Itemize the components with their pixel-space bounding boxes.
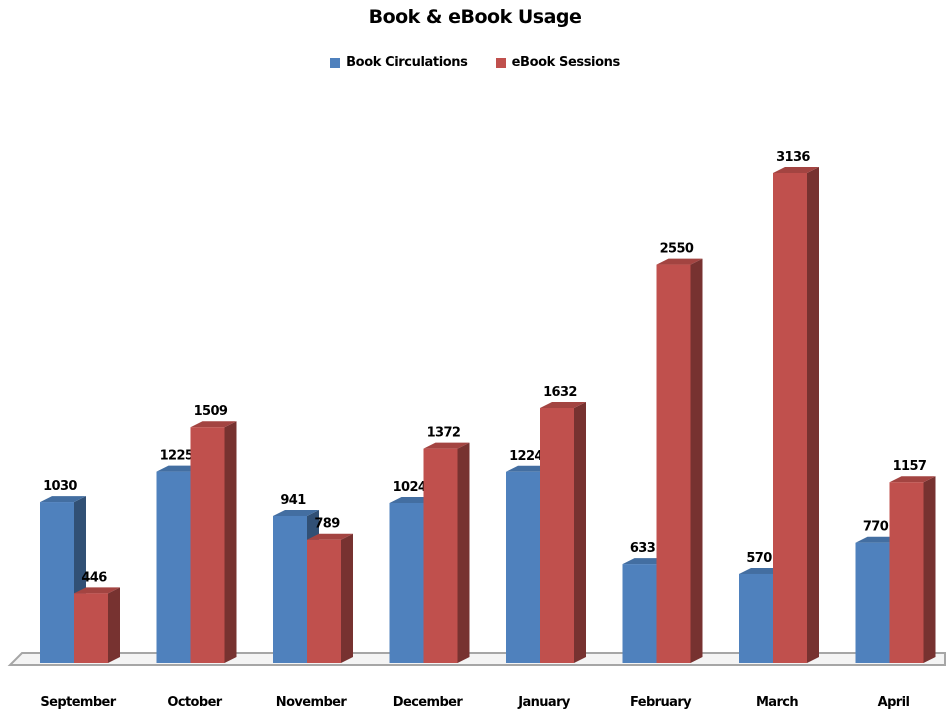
bar-top-september-ebook [74,587,120,594]
bar-december-book [389,503,424,663]
bar-january-book [506,471,540,663]
bar-december-ebook [423,448,458,663]
bar-top-february-ebook [656,258,703,265]
bar-march-book [739,573,773,663]
data-label-october-book: 1225 [160,449,194,464]
bar-side-november-ebook [341,533,353,663]
data-label-december-book: 1024 [393,480,427,495]
bar-september-ebook [74,593,108,663]
x-tick-label-november: November [276,695,348,710]
bar-top-october-ebook [190,421,237,428]
bar-side-december-ebook [457,442,470,663]
data-label-january-book: 1224 [509,449,543,464]
bar-april-book [855,542,890,663]
legend-label-book-circulations: Book Circulations [346,55,468,70]
bar-april-ebook [889,482,924,663]
chart-title: Book & eBook Usage [368,6,582,28]
bar-top-march-ebook [773,167,819,173]
data-label-march-ebook: 3136 [776,150,810,165]
bar-september-book [40,502,74,663]
bar-november-book [273,515,307,663]
bar-february-ebook [656,264,691,663]
legend: Book Circulations eBook Sessions [0,55,950,72]
bar-top-january-ebook [540,402,586,408]
x-tick-label-april: April [878,695,910,710]
bar-march-ebook [773,173,807,663]
x-tick-label-february: February [630,695,692,710]
legend-label-ebook-sessions: eBook Sessions [511,55,621,70]
legend-item-book-circulations: Book Circulations [330,55,468,70]
x-tick-label-january: January [517,695,571,710]
data-label-february-book: 633 [630,541,656,556]
legend-swatch-ebook-sessions [495,57,506,68]
bar-october-book [156,471,191,663]
data-label-october-ebook: 1509 [194,404,228,419]
data-label-april-book: 770 [863,520,889,535]
data-label-november-book: 941 [280,493,306,508]
data-label-december-ebook: 1372 [427,426,461,441]
data-label-september-book: 1030 [43,479,77,494]
bar-side-april-ebook [923,476,936,663]
data-label-january-ebook: 1632 [543,385,577,400]
bar-top-september-book [40,496,86,503]
x-tick-label-october: October [167,695,222,710]
x-tick-label-september: September [40,695,116,710]
bar-november-ebook [307,539,341,663]
bar-side-october-ebook [224,421,237,663]
data-label-february-ebook: 2550 [660,242,694,257]
chart-floor [7,652,946,666]
legend-swatch-book-circulations [330,57,341,68]
bar-side-january-ebook [574,402,586,663]
bar-october-ebook [190,427,225,663]
data-label-march-book: 570 [746,551,772,566]
x-tick-label-december: December [393,695,464,710]
x-tick-label-march: March [756,695,798,710]
bar-top-november-book [273,509,319,516]
data-label-november-ebook: 789 [314,517,340,532]
legend-item-ebook-sessions: eBook Sessions [495,55,621,70]
bar-top-april-ebook [889,476,936,483]
bar-side-march-ebook [807,167,819,663]
data-label-april-ebook: 1157 [893,459,927,474]
bar-january-ebook [540,408,574,663]
bar-february-book [622,564,657,663]
bar-top-november-ebook [307,533,353,540]
bar-side-september-ebook [108,587,120,663]
bar-top-december-ebook [423,442,470,449]
data-label-september-ebook: 446 [81,570,107,585]
bar-side-february-ebook [690,258,703,663]
